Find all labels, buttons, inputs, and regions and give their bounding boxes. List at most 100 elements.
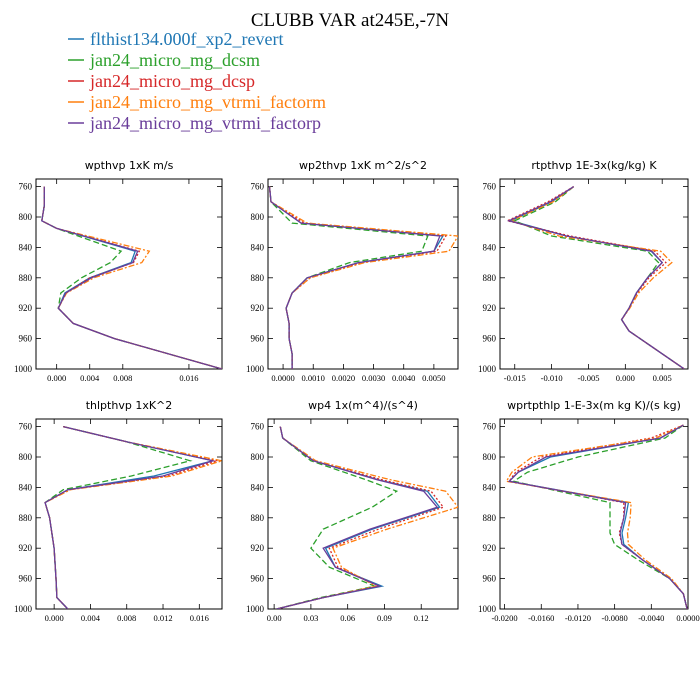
x-tick-label: 0.0040 [392, 373, 415, 383]
series-line-2 [512, 424, 688, 609]
y-tick-label: 1000 [478, 364, 497, 374]
y-tick-label: 920 [19, 303, 33, 313]
series-line-2 [44, 425, 193, 609]
x-tick-label: 0.000 [47, 373, 66, 383]
y-tick-label: 920 [251, 543, 265, 553]
x-tick-label: 0.0000 [271, 373, 294, 383]
y-tick-label: 800 [483, 452, 497, 462]
y-tick-label: 840 [483, 482, 497, 492]
series-line-3 [505, 186, 685, 369]
y-tick-label: 960 [19, 574, 33, 584]
series-line-5 [507, 424, 688, 609]
series-line-1 [268, 186, 444, 369]
y-tick-label: 760 [19, 182, 33, 192]
x-tick-label: -0.0200 [491, 613, 517, 623]
series-line-4 [509, 186, 685, 369]
series-line-4 [41, 186, 222, 369]
x-tick-label: 0.008 [117, 613, 136, 623]
y-tick-label: 840 [251, 482, 265, 492]
legend: flthist134.000f_xp2_revertjan24_micro_mg… [68, 29, 326, 133]
y-tick-label: 760 [483, 182, 497, 192]
x-tick-label: 0.016 [190, 613, 209, 623]
y-tick-label: 1000 [246, 364, 265, 374]
series-line-1 [44, 425, 214, 609]
series-line-1 [41, 186, 222, 369]
y-tick-label: 960 [19, 334, 33, 344]
x-tick-label: 0.000 [616, 373, 635, 383]
y-tick-label: 920 [19, 543, 33, 553]
series-line-2 [268, 186, 429, 369]
panel-title: wp4 1x(m^4)/(s^4) [308, 399, 418, 412]
series-line-5 [276, 426, 439, 609]
series-line-2 [513, 186, 685, 369]
x-tick-label: 0.012 [153, 613, 172, 623]
series-line-5 [506, 186, 685, 369]
series-line-5 [41, 186, 222, 369]
legend-label: jan24_micro_mg_dcsp [89, 71, 255, 91]
y-tick-label: 1000 [246, 604, 265, 614]
chart-panel: wp4 1x(m^4)/(s^4)76080084088092096010000… [246, 399, 459, 623]
y-tick-label: 840 [483, 242, 497, 252]
panel-title: wprtpthlp 1-E-3x(m kg K)/(s kg) [507, 399, 681, 412]
y-tick-label: 1000 [14, 364, 33, 374]
x-tick-label: 0.000 [45, 613, 64, 623]
y-tick-label: 760 [19, 422, 33, 432]
series-line-1 [509, 186, 685, 369]
y-tick-label: 920 [483, 543, 497, 553]
y-tick-label: 960 [483, 334, 497, 344]
series-line-5 [268, 186, 441, 369]
x-tick-label: 0.005 [653, 373, 672, 383]
y-tick-label: 800 [251, 212, 265, 222]
panel-title: thlpthvp 1xK^2 [86, 399, 173, 412]
x-tick-label: 0.0050 [422, 373, 445, 383]
panel-title: rtpthvp 1E-3x(kg/kg) K [531, 159, 657, 172]
x-tick-label: 0.00 [267, 613, 282, 623]
plot-frame [35, 418, 223, 610]
y-tick-label: 880 [19, 273, 33, 283]
x-tick-label: 0.09 [377, 613, 392, 623]
x-tick-label: 0.004 [81, 613, 101, 623]
series-line-4 [44, 425, 222, 609]
x-tick-label: 0.03 [303, 613, 318, 623]
series-line-4 [268, 186, 458, 369]
legend-label: flthist134.000f_xp2_revert [90, 29, 283, 49]
y-tick-label: 880 [483, 513, 497, 523]
x-tick-label: -0.015 [504, 373, 526, 383]
plot-frame [499, 418, 689, 610]
y-tick-label: 960 [483, 574, 497, 584]
legend-label: jan24_micro_mg_dcsm [89, 50, 260, 70]
y-tick-label: 840 [19, 242, 33, 252]
x-tick-label: 0.06 [340, 613, 355, 623]
legend-label: jan24_micro_mg_vtrmi_factorm [89, 92, 326, 112]
x-tick-label: 0.004 [80, 373, 100, 383]
y-tick-label: 800 [251, 452, 265, 462]
y-tick-label: 880 [483, 273, 497, 283]
y-tick-label: 920 [483, 303, 497, 313]
legend-item: jan24_micro_mg_vtrmi_factorp [68, 113, 321, 133]
x-tick-label: -0.0120 [565, 613, 591, 623]
figure-title: CLUBB VAR at245E,-7N [251, 10, 450, 31]
y-tick-label: 1000 [478, 604, 497, 614]
x-tick-label: 0.008 [113, 373, 132, 383]
series-line-4 [276, 426, 458, 609]
series-line-3 [44, 425, 218, 609]
x-tick-label: -0.0080 [602, 613, 628, 623]
y-tick-label: 960 [251, 334, 265, 344]
y-tick-label: 840 [19, 482, 33, 492]
y-tick-label: 760 [251, 182, 265, 192]
y-tick-label: 1000 [14, 604, 33, 614]
series-line-4 [505, 424, 688, 609]
series-line-2 [276, 426, 399, 609]
legend-item: jan24_micro_mg_vtrmi_factorm [68, 92, 326, 112]
series-line-3 [41, 186, 222, 369]
x-tick-label: -0.0160 [528, 613, 554, 623]
x-tick-label: 0.0010 [302, 373, 325, 383]
y-tick-label: 920 [251, 303, 265, 313]
chart-panel: rtpthvp 1E-3x(kg/kg) K 760 800 840 880 920 960… [478, 159, 689, 383]
panel-title: wp2thvp 1xK m^2/s^2 [299, 159, 427, 172]
x-tick-label: -0.010 [541, 373, 563, 383]
x-tick-label: -0.0040 [638, 613, 664, 623]
series-line-1 [276, 426, 441, 609]
legend-item: jan24_micro_mg_dcsp [68, 71, 255, 91]
